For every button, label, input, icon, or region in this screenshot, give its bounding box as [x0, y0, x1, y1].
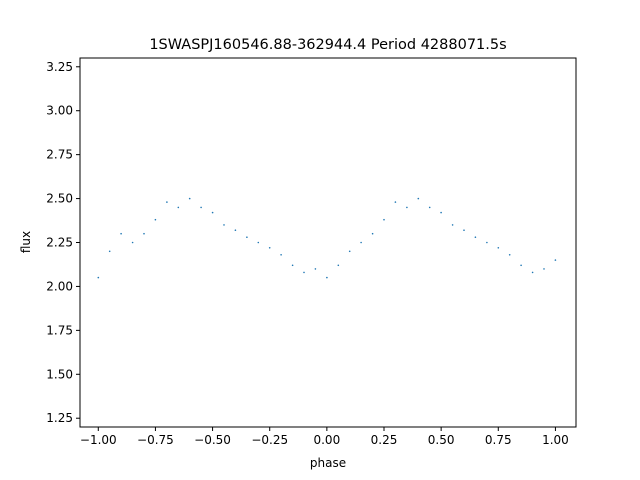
data-point — [291, 264, 294, 267]
data-point — [371, 232, 374, 235]
y-tick-label: 1.50 — [46, 367, 73, 381]
x-axis-ticks: −1.00 −0.75 −0.50 −0.25 0.00 0.25 0.50 0.75 1.00 — [80, 427, 569, 447]
y-tick-label: 3.00 — [46, 104, 73, 118]
x-tick-label: 0.25 — [371, 433, 398, 447]
data-point — [337, 264, 340, 267]
data-point — [417, 197, 420, 200]
data-point — [97, 276, 100, 279]
y-tick-label: 2.25 — [46, 236, 73, 250]
y-tick-label: 2.75 — [46, 148, 73, 162]
x-tick-label: −1.00 — [80, 433, 117, 447]
y-axis-label: flux — [19, 231, 33, 253]
data-point — [394, 201, 397, 203]
data-point — [520, 264, 522, 267]
data-point — [508, 254, 511, 256]
data-point — [474, 236, 477, 238]
data-point — [463, 229, 465, 231]
data-point — [531, 271, 534, 274]
data-point — [543, 268, 545, 270]
data-point — [246, 236, 248, 238]
chart-title: 1SWASPJ160546.88-362944.4 Period 4288071… — [149, 37, 506, 53]
y-tick-label: 1.25 — [46, 411, 73, 425]
y-tick-label: 2.50 — [46, 192, 73, 206]
y-tick-label: 2.00 — [46, 279, 73, 293]
data-point — [223, 224, 225, 226]
data-point — [143, 232, 145, 235]
data-point — [554, 259, 557, 261]
x-tick-label: 1.00 — [542, 433, 569, 447]
data-point — [280, 254, 282, 256]
data-point — [200, 206, 202, 209]
data-point — [406, 206, 408, 209]
data-point — [211, 211, 214, 214]
data-point — [268, 247, 271, 249]
x-tick-label: 0.75 — [485, 433, 512, 447]
data-point — [348, 250, 351, 253]
data-point — [303, 271, 305, 274]
x-axis-label: phase — [310, 456, 346, 470]
data-point — [131, 241, 134, 244]
data-point — [314, 268, 317, 270]
x-tick-label: −0.50 — [194, 433, 231, 447]
data-point — [154, 218, 157, 221]
x-tick-label: 0.50 — [428, 433, 455, 447]
y-tick-label: 3.25 — [46, 60, 73, 74]
data-point — [120, 232, 122, 235]
data-point — [486, 241, 488, 244]
data-point — [326, 276, 328, 279]
x-tick-label: 0.00 — [313, 433, 340, 447]
scatter-points — [97, 197, 557, 279]
data-point — [383, 218, 385, 221]
data-point — [108, 250, 111, 253]
data-point — [177, 206, 180, 209]
data-point — [497, 247, 500, 249]
y-tick-label: 1.75 — [46, 323, 73, 337]
data-point — [257, 241, 260, 244]
data-point — [166, 201, 168, 203]
data-point — [428, 206, 431, 209]
x-tick-label: −0.75 — [137, 433, 174, 447]
data-point — [234, 229, 237, 231]
data-point — [451, 224, 454, 226]
data-point — [360, 241, 362, 244]
y-axis-ticks: 1.25 1.50 1.75 2.00 2.25 2.50 2.75 3.00 3.25 — [46, 60, 80, 425]
data-point — [188, 197, 191, 200]
data-point — [440, 211, 442, 214]
x-tick-label: −0.25 — [251, 433, 288, 447]
